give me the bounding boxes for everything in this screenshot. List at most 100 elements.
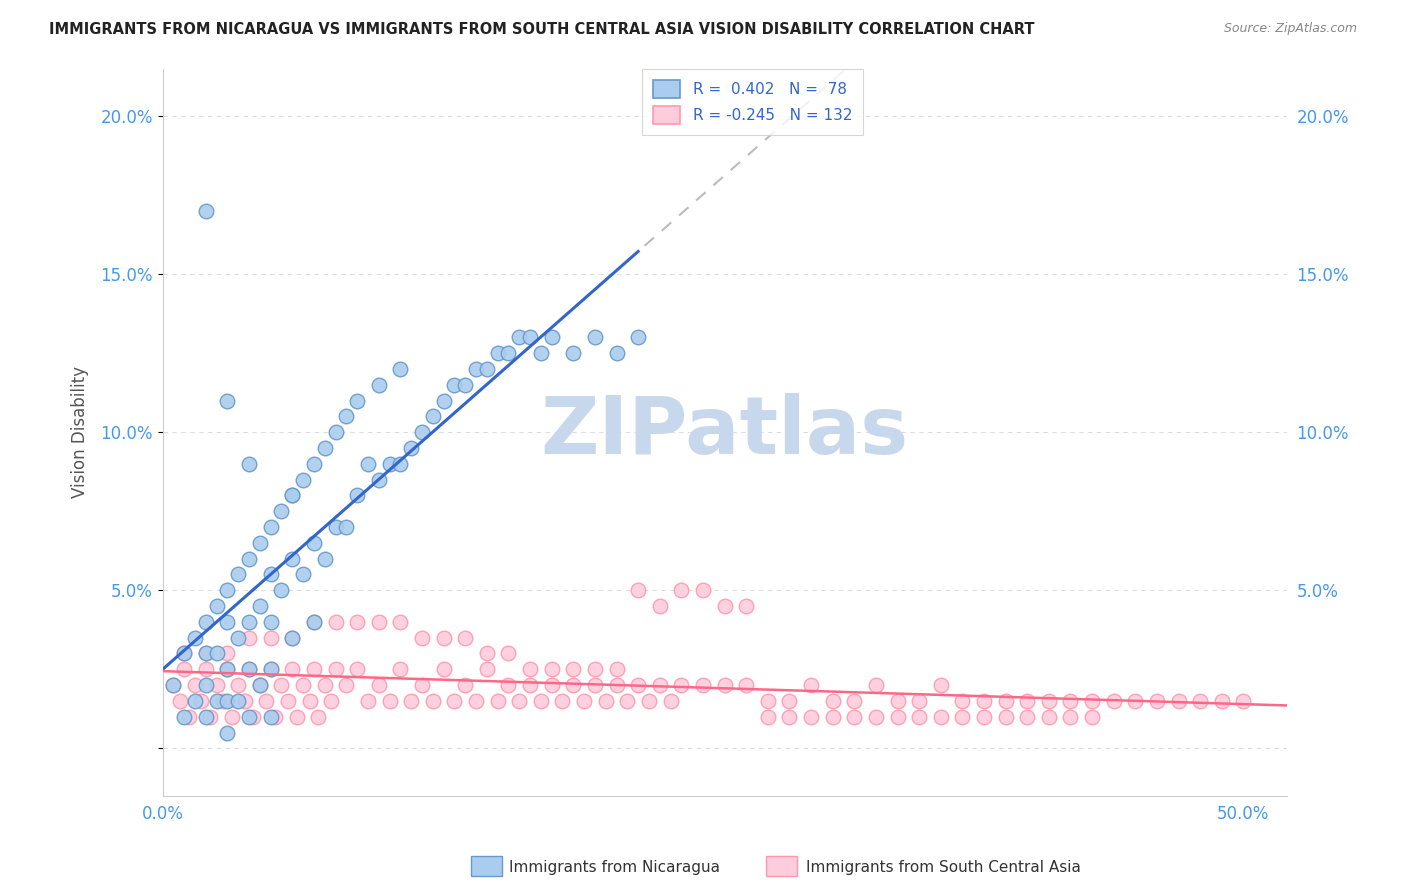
Point — [249, 599, 271, 613]
Point — [671, 583, 693, 598]
Point — [281, 631, 304, 645]
Point — [465, 694, 488, 708]
Point — [389, 362, 412, 376]
Point — [475, 662, 498, 676]
Point — [844, 694, 866, 708]
Point — [184, 631, 207, 645]
Point — [194, 678, 217, 692]
Point — [357, 694, 380, 708]
Point — [194, 203, 217, 218]
Point — [583, 330, 606, 344]
Point — [270, 583, 292, 598]
Point — [238, 551, 260, 566]
Point — [281, 488, 304, 502]
Point — [530, 694, 553, 708]
Point — [562, 662, 585, 676]
Point — [1059, 709, 1081, 723]
Point — [886, 709, 908, 723]
Point — [605, 662, 627, 676]
Point — [1017, 694, 1039, 708]
Point — [844, 709, 866, 723]
Point — [465, 362, 488, 376]
Point — [800, 678, 823, 692]
Point — [389, 615, 412, 629]
Point — [292, 567, 315, 582]
Point — [432, 393, 454, 408]
Point — [886, 694, 908, 708]
Point — [638, 694, 661, 708]
Point — [226, 567, 249, 582]
Point — [411, 631, 433, 645]
Point — [1081, 694, 1104, 708]
Point — [205, 647, 228, 661]
Point — [627, 330, 650, 344]
Point — [692, 583, 714, 598]
Point — [454, 377, 477, 392]
Point — [173, 647, 195, 661]
Point — [399, 441, 422, 455]
Point — [238, 615, 260, 629]
Point — [217, 662, 239, 676]
Point — [562, 346, 585, 360]
Point — [226, 678, 249, 692]
Point — [217, 615, 239, 629]
Point — [443, 377, 465, 392]
Point — [800, 709, 823, 723]
Point — [1038, 694, 1060, 708]
Point — [194, 615, 217, 629]
Point — [346, 488, 368, 502]
Point — [508, 694, 530, 708]
Point — [194, 647, 217, 661]
Point — [486, 346, 509, 360]
Point — [249, 678, 271, 692]
Point — [281, 488, 304, 502]
Point — [432, 631, 454, 645]
Point — [335, 520, 357, 534]
Point — [281, 631, 304, 645]
Point — [325, 615, 347, 629]
Point — [735, 599, 758, 613]
Point — [281, 551, 304, 566]
Text: ZIPatlas: ZIPatlas — [540, 393, 908, 471]
Point — [1081, 709, 1104, 723]
Point — [973, 709, 995, 723]
Point — [929, 709, 952, 723]
Point — [217, 583, 239, 598]
Point — [307, 709, 329, 723]
Point — [778, 709, 800, 723]
Point — [540, 330, 562, 344]
Point — [259, 709, 281, 723]
Point — [595, 694, 617, 708]
Point — [285, 709, 308, 723]
Point — [1189, 694, 1212, 708]
Point — [973, 694, 995, 708]
Point — [475, 362, 498, 376]
Point — [498, 346, 520, 360]
Point — [335, 409, 357, 424]
Point — [212, 694, 235, 708]
Point — [583, 662, 606, 676]
Point — [399, 694, 422, 708]
Point — [184, 694, 207, 708]
Point — [281, 662, 304, 676]
Point — [994, 709, 1017, 723]
Point — [205, 599, 228, 613]
Point — [519, 662, 541, 676]
Point — [217, 662, 239, 676]
Point — [735, 678, 758, 692]
Point — [217, 725, 239, 739]
Point — [648, 678, 671, 692]
Point — [357, 457, 380, 471]
Point — [692, 678, 714, 692]
Point — [302, 536, 325, 550]
Point — [605, 678, 627, 692]
Point — [1146, 694, 1168, 708]
Point — [233, 694, 256, 708]
Point — [292, 473, 315, 487]
Point — [1123, 694, 1146, 708]
Point — [314, 678, 336, 692]
Point — [432, 662, 454, 676]
Point — [177, 709, 200, 723]
Point — [194, 647, 217, 661]
Point — [367, 473, 389, 487]
